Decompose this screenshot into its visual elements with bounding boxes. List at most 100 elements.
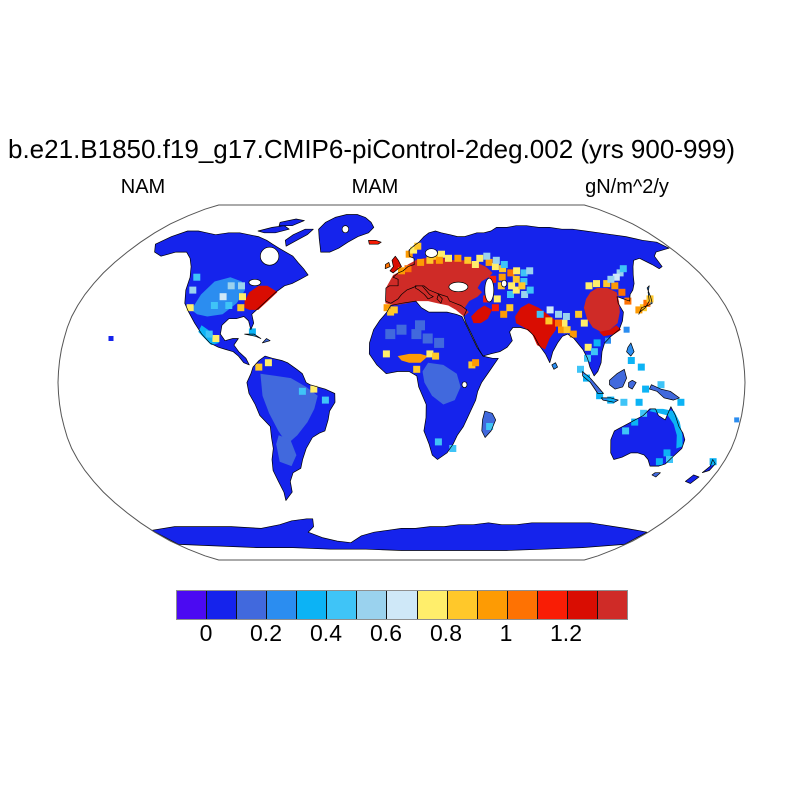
patch-central-africa-royal xyxy=(422,362,461,405)
lake-great-lakes xyxy=(248,278,262,287)
grid-cell xyxy=(506,304,514,312)
land-great-britain xyxy=(390,256,402,273)
grid-cell xyxy=(390,306,398,314)
coastline-arctic-island-2 xyxy=(278,218,305,227)
colorbar-cell-6 xyxy=(356,591,387,619)
grid-cell xyxy=(507,269,515,277)
coastline-eurasia xyxy=(385,225,670,377)
grid-cell xyxy=(500,310,508,318)
coastline-north-america xyxy=(154,230,309,366)
coastline-iceland xyxy=(368,239,382,245)
grid-cell xyxy=(611,282,619,290)
coastline-baffin-island xyxy=(284,228,314,247)
grid-cell xyxy=(512,286,520,294)
grid-cell xyxy=(492,256,500,264)
grid-cell xyxy=(445,254,452,262)
coastline-australia xyxy=(610,406,686,467)
colorbar-cell-12 xyxy=(536,591,567,619)
grid-cell xyxy=(454,254,462,262)
grid-cell xyxy=(513,267,521,275)
grid-cell xyxy=(476,254,484,262)
coastline-new-zealand-north xyxy=(701,459,716,474)
coastline-south-america xyxy=(246,355,336,501)
coastline-italy xyxy=(414,285,434,300)
grid-cell xyxy=(413,365,421,373)
grid-cell xyxy=(298,387,306,395)
coastline-tasmania xyxy=(651,472,661,478)
grid-cell xyxy=(593,280,600,288)
coastline-sulawesi xyxy=(628,379,637,390)
grid-cell xyxy=(605,337,611,344)
grid-cell xyxy=(569,330,577,338)
colorbar-cell-8 xyxy=(416,591,447,619)
grid-cell xyxy=(189,286,197,294)
grid-cell xyxy=(498,273,506,281)
colorbar-cell-0 xyxy=(177,591,207,619)
grid-cell xyxy=(616,269,624,277)
grid-cell xyxy=(563,326,571,334)
grid-cell xyxy=(434,438,442,446)
grid-cell xyxy=(485,258,493,266)
grid-cell xyxy=(583,374,590,382)
grid-cell xyxy=(205,330,213,338)
patch-pakistan-india-red xyxy=(515,303,557,350)
colorbar xyxy=(176,590,628,620)
colorbar-cell-2 xyxy=(236,591,267,619)
coastline-africa xyxy=(368,300,499,460)
colorbar-cell-10 xyxy=(476,591,507,619)
grid-cell xyxy=(491,263,499,271)
colorbar-tick-label: 1.2 xyxy=(550,620,582,646)
grid-cell xyxy=(635,306,643,314)
panel-label-units: gN/m^2/y xyxy=(585,176,669,198)
grid-cell xyxy=(520,278,528,285)
grid-cell xyxy=(657,381,665,389)
grid-cell xyxy=(219,293,227,301)
grid-cell xyxy=(555,319,562,327)
grid-cell xyxy=(426,256,434,264)
colorbar-tick-labels: 0 0.2 0.4 0.6 0.8 1 1.2 xyxy=(176,620,626,646)
grid-cell xyxy=(210,302,218,309)
coastline-ireland xyxy=(384,262,391,270)
grid-cell xyxy=(640,409,648,417)
coastline-sumatra xyxy=(582,371,604,394)
grid-cell xyxy=(438,250,445,258)
grid-cell xyxy=(555,310,562,318)
grid-cell xyxy=(486,423,494,430)
coastline-japan xyxy=(638,285,653,315)
grid-cell xyxy=(225,302,233,309)
patch-us-red xyxy=(244,285,278,310)
lake-caspian-sea xyxy=(484,277,495,303)
grid-cell xyxy=(472,359,480,367)
grid-cell xyxy=(536,310,544,318)
grid-cell xyxy=(520,269,528,277)
grid-cell xyxy=(663,449,671,457)
land-new-zealand-south xyxy=(685,474,699,484)
grid-cell xyxy=(321,396,329,404)
grid-cell xyxy=(212,335,220,342)
grid-cell xyxy=(310,385,318,393)
grid-cell xyxy=(239,293,246,301)
patch-china-red xyxy=(583,288,620,332)
grid-cell xyxy=(623,326,630,333)
grid-cell xyxy=(255,363,263,371)
grid-cell xyxy=(618,288,626,296)
grid-cell xyxy=(417,258,425,266)
grid-cell xyxy=(562,313,570,320)
grid-cell xyxy=(422,333,433,344)
grid-cell xyxy=(607,396,615,404)
grid-cell xyxy=(526,267,534,275)
grid-cell xyxy=(585,282,593,290)
coastline-new-zealand-south xyxy=(685,474,700,484)
grid-cell xyxy=(580,319,588,327)
colorbar-tick-label: 0.8 xyxy=(430,620,462,646)
panel-label-variable: NAM xyxy=(120,176,166,198)
grid-cell xyxy=(432,352,440,360)
grid-cell xyxy=(383,304,391,312)
patch-argentina-royal xyxy=(276,435,297,467)
grid-cell xyxy=(468,361,476,369)
grid-cell xyxy=(512,275,520,283)
grid-cell xyxy=(631,418,639,426)
grid-cell xyxy=(627,357,635,364)
land-antarctica xyxy=(151,518,648,551)
